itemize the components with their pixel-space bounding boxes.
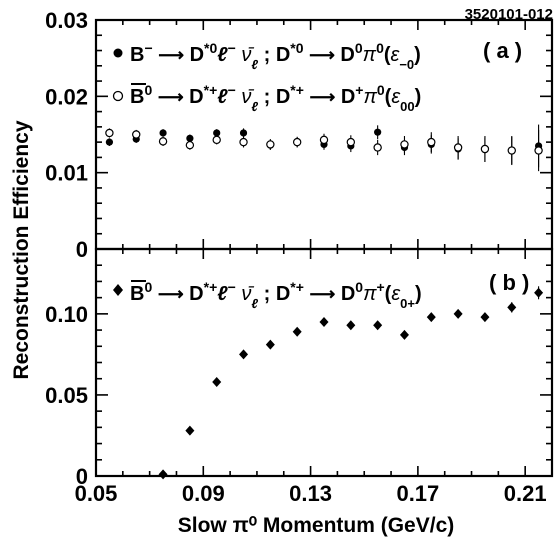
panel-a-axes: 0 0.01 0.02 0.03 (45, 8, 552, 262)
data-point-filled-circle (374, 128, 382, 136)
legend-label-b-zero-bar: B0 ⟶ D*+ℓ− ν̄ℓ ; D*+ ⟶ D+π0(ε00) (130, 82, 421, 114)
data-point-filled-circle (213, 129, 221, 137)
data-point-open-circle (158, 137, 168, 146)
data-point-open-circle (346, 137, 356, 147)
data-point-open-circle (239, 137, 248, 147)
data-point-filled-diamond (292, 326, 302, 337)
data-point-filled-diamond (346, 320, 356, 331)
panel-b-label: ( b ) (489, 270, 529, 295)
data-point-filled-diamond (265, 339, 275, 350)
panel-a-label: ( a ) (483, 38, 522, 63)
panel-b-legend: B0 ⟶ D*+ℓ− ν̄ℓ ; D*+ ⟶ D0π+(ε0+) ( b ) (113, 270, 529, 311)
y-tick-label: 0.10 (45, 302, 88, 327)
data-point-filled-diamond (399, 329, 409, 340)
data-point-open-circle (319, 135, 329, 145)
panel-a-marks (105, 124, 543, 172)
x-tick-label: 0.21 (504, 481, 547, 506)
panel-b-axes: 0 0.05 0.10 (45, 264, 552, 489)
y-axis-title: Reconstruction Efficiency (10, 120, 33, 379)
data-point-filled-diamond (185, 425, 195, 436)
data-point-filled-diamond (534, 287, 544, 298)
figure-id: 3520101-012 (465, 6, 553, 23)
data-point-open-circle (507, 146, 516, 155)
x-tick-label: 0.17 (396, 481, 439, 506)
data-point-filled-circle (105, 138, 114, 146)
y-tick-label: 0.05 (45, 383, 88, 408)
data-point-open-circle (480, 144, 490, 154)
x-tick-label: 0.09 (182, 481, 225, 506)
data-point-open-circle (400, 140, 409, 149)
panel-b-marks (158, 286, 544, 480)
data-point-open-circle (373, 143, 382, 152)
data-point-open-circle (105, 128, 114, 138)
y-tick-label: 0.03 (45, 8, 88, 33)
x-axis-title: Slow π⁰ Momentum (GeV/c) (178, 514, 455, 537)
x-tick-label: 0.13 (289, 481, 332, 506)
data-point-filled-diamond (239, 349, 249, 360)
data-point-filled-diamond (158, 469, 168, 480)
data-point-filled-circle (159, 129, 167, 137)
y-tick-label: 0 (76, 237, 88, 262)
data-point-filled-diamond (507, 302, 517, 313)
panel-a-legend: B− ⟶ D*0ℓ− ν̄ℓ ; D*0 ⟶ D0π0(ε−0) ( a ) B… (112, 38, 522, 114)
data-point-filled-diamond (373, 320, 383, 331)
data-point-filled-circle (186, 134, 194, 142)
data-point-filled-diamond (319, 316, 329, 327)
data-point-open-circle (292, 137, 302, 147)
legend-marker-filled-diamond (113, 284, 123, 296)
legend-label-b-minus: B− ⟶ D*0ℓ− ν̄ℓ ; D*0 ⟶ D0π0(ε−0) (130, 40, 421, 72)
legend-marker-filled-circle (113, 48, 123, 58)
data-point-open-circle (185, 140, 195, 150)
y-tick-label: 0 (76, 464, 88, 489)
data-point-filled-diamond (453, 308, 463, 319)
data-point-open-circle (132, 130, 141, 139)
data-point-filled-diamond (426, 312, 436, 323)
data-point-filled-circle (239, 129, 248, 137)
y-tick-label: 0.02 (45, 84, 88, 109)
data-point-open-circle (534, 146, 543, 155)
data-point-open-circle (212, 135, 221, 145)
data-point-filled-diamond (212, 376, 222, 387)
x-axis: 0.05 0.09 0.13 0.17 0.21 (75, 20, 547, 506)
data-point-open-circle (427, 137, 436, 147)
data-point-open-circle (453, 143, 463, 152)
x-tick-label: 0.05 (75, 481, 118, 506)
y-tick-label: 0.01 (45, 161, 88, 186)
legend-label-b-zero-bar-charged: B0 ⟶ D*+ℓ− ν̄ℓ ; D*+ ⟶ D0π+(ε0+) (130, 279, 422, 311)
legend-marker-open-circle (112, 90, 124, 102)
data-point-open-circle (266, 140, 275, 149)
data-point-filled-diamond (480, 312, 490, 323)
